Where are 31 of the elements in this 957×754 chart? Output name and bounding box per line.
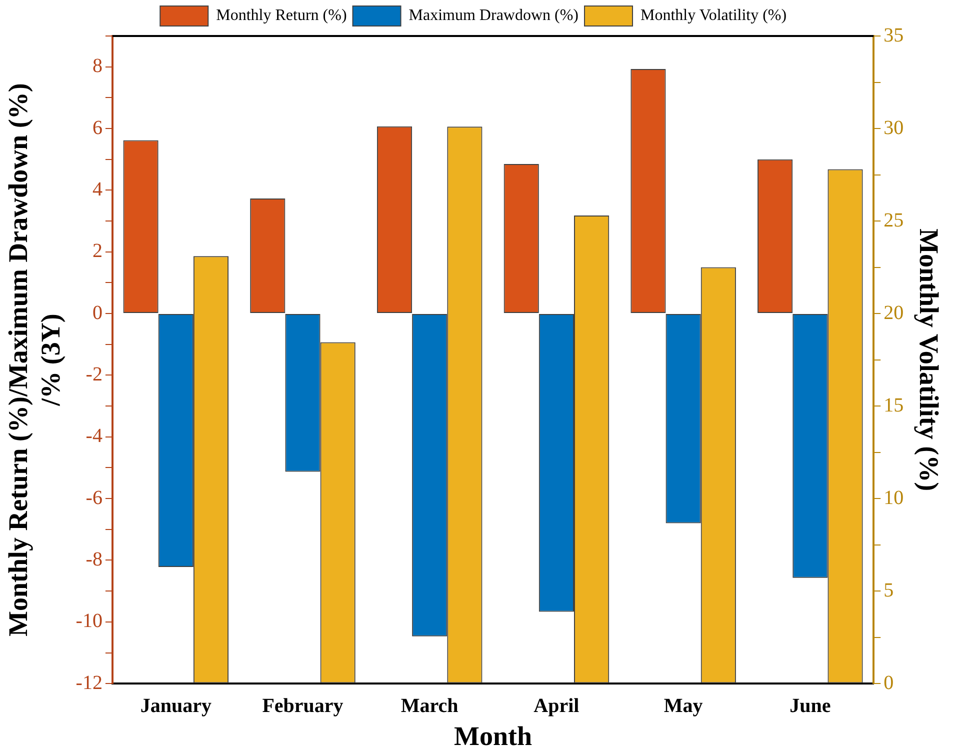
y2-tick-label: 30 xyxy=(884,116,904,139)
y-tick-label: -6 xyxy=(86,486,102,509)
y-tick-label: 4 xyxy=(92,178,102,200)
legend-label: Maximum Drawdown (%) xyxy=(408,7,579,24)
y-tick-label: 0 xyxy=(92,302,102,324)
y2-tick-label: 25 xyxy=(884,209,904,232)
y2-tick-label: 15 xyxy=(884,394,904,416)
y2-tick-label: 5 xyxy=(884,579,894,602)
x-tick-label: January xyxy=(140,694,212,717)
x-tick-label: April xyxy=(534,694,580,717)
y-tick-label: 6 xyxy=(92,116,102,139)
x-tick-label: May xyxy=(664,694,703,717)
legend-label: Monthly Return (%) xyxy=(216,7,347,24)
y-tick-label: -10 xyxy=(76,610,102,632)
y-tick-label: -2 xyxy=(86,363,102,386)
y2-tick-label: 35 xyxy=(884,24,904,46)
y2-tick-label: 0 xyxy=(884,672,894,694)
x-tick-label: February xyxy=(262,694,344,717)
x-axis-title: Month xyxy=(454,720,532,751)
y-axis-title: Monthly Return (%)/Maximum Drawdown (%) /% (3Y) xyxy=(3,83,66,637)
y2-tick-label: 20 xyxy=(884,302,904,324)
y2-tick-label: 10 xyxy=(884,486,904,509)
y-tick-label: -4 xyxy=(86,425,102,448)
y-tick-label: -8 xyxy=(86,548,102,570)
y-tick-label: 2 xyxy=(92,240,102,262)
y-tick-label: 8 xyxy=(92,55,102,78)
x-tick-label: June xyxy=(790,694,831,717)
y2-axis-title: Monthly Volatility (%) xyxy=(914,228,944,492)
x-tick-label: March xyxy=(400,694,458,717)
legend-label: Monthly Volatility (%) xyxy=(640,7,787,24)
y-tick-label: -12 xyxy=(76,672,102,694)
